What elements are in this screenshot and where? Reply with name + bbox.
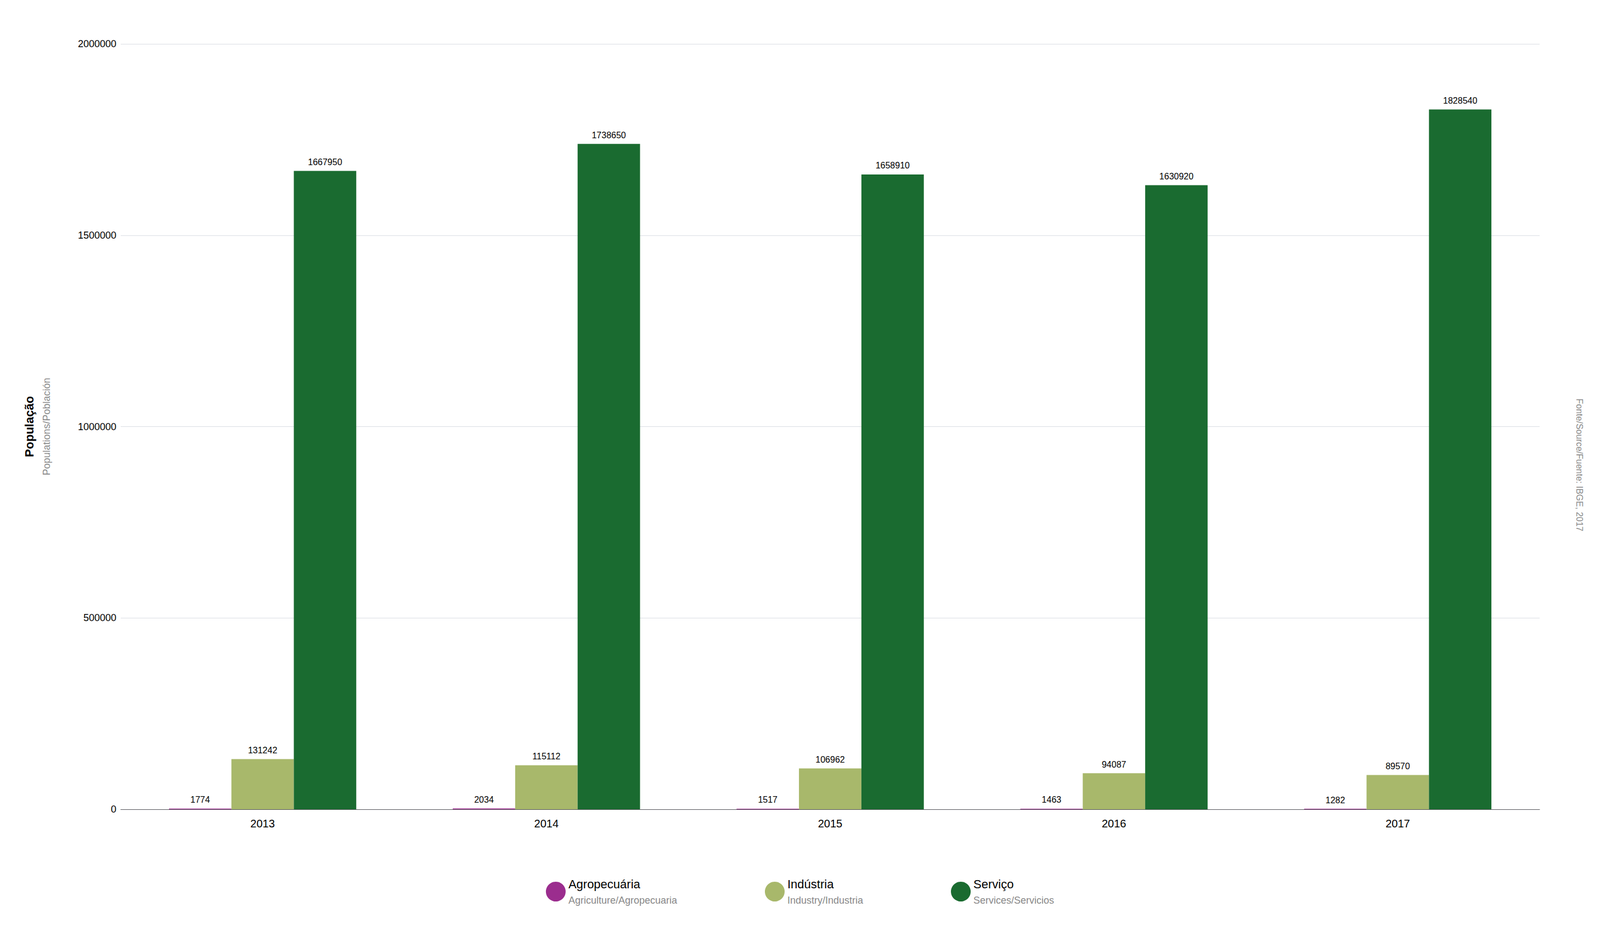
svg-text:106962: 106962 (815, 755, 845, 765)
svg-text:1500000: 1500000 (77, 229, 117, 241)
svg-text:94087: 94087 (1101, 759, 1127, 770)
svg-text:2017: 2017 (1385, 817, 1411, 830)
svg-text:2034: 2034 (474, 795, 494, 805)
svg-text:Industry/Industria: Industry/Industria (787, 894, 864, 906)
svg-text:131242: 131242 (248, 745, 278, 756)
svg-text:1282: 1282 (1325, 795, 1346, 805)
svg-text:Fonte/Source/Fuente: IBGE, 201: Fonte/Source/Fuente: IBGE, 2017 (1574, 398, 1585, 532)
svg-text:89570: 89570 (1385, 761, 1411, 771)
svg-text:2000000: 2000000 (77, 38, 117, 50)
svg-text:2013: 2013 (250, 817, 275, 830)
svg-text:2014: 2014 (534, 817, 560, 830)
svg-text:1738650: 1738650 (591, 130, 626, 140)
svg-text:Agriculture/Agropecuaria: Agriculture/Agropecuaria (568, 894, 678, 906)
svg-text:Services/Servicios: Services/Servicios (973, 894, 1055, 906)
svg-text:Populations/Población: Populations/Población (41, 377, 53, 476)
svg-text:Serviço: Serviço (973, 877, 1014, 892)
svg-text:População: População (22, 396, 37, 458)
svg-text:0: 0 (110, 803, 117, 815)
svg-text:1517: 1517 (757, 795, 778, 805)
svg-text:Indústria: Indústria (787, 877, 835, 892)
svg-text:1463: 1463 (1041, 795, 1062, 805)
svg-text:115112: 115112 (532, 751, 561, 762)
svg-text:2015: 2015 (818, 817, 843, 830)
svg-text:1000000: 1000000 (77, 421, 117, 433)
svg-text:2016: 2016 (1101, 817, 1127, 830)
svg-text:1828540: 1828540 (1443, 96, 1478, 106)
svg-text:1630920: 1630920 (1159, 171, 1194, 182)
svg-text:500000: 500000 (83, 612, 117, 624)
svg-text:1667950: 1667950 (307, 157, 342, 167)
svg-text:1658910: 1658910 (875, 160, 910, 171)
svg-text:Agropecuária: Agropecuária (568, 877, 641, 892)
svg-text:1774: 1774 (190, 795, 211, 805)
